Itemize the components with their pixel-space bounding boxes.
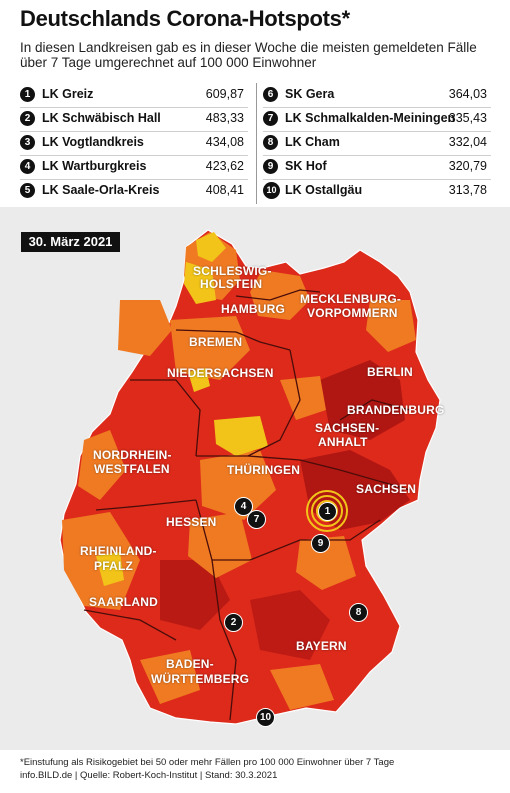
district-name: LK Schwäbisch Hall	[42, 111, 161, 125]
rank-badge: 8	[263, 135, 278, 150]
state-label-nordrhein: NORDRHEIN-	[93, 448, 172, 462]
ranking-item: 5 LK Saale-Orla-Kreis 408,41	[20, 179, 248, 203]
hotspot-marker-7: 7	[247, 510, 266, 529]
orange-region	[270, 664, 334, 710]
ranking-item: 4 LK Wartburgkreis 423,62	[20, 155, 248, 180]
rank-badge: 6	[263, 87, 278, 102]
state-label-bayern: BAYERN	[296, 639, 347, 653]
state-label-brandenburg: BRANDENBURG	[347, 403, 445, 417]
district-name: SK Gera	[285, 87, 335, 101]
ranking-item: 9 SK Hof 320,79	[263, 155, 491, 180]
district-name: SK Hof	[285, 159, 327, 173]
rank-badge: 2	[20, 111, 35, 126]
state-label-mecklenburg: MECKLENBURG-	[300, 292, 402, 306]
column-divider	[256, 83, 257, 204]
district-name: LK Saale-Orla-Kreis	[42, 183, 160, 197]
state-label-baden: BADEN-	[166, 657, 214, 671]
dark-region	[160, 560, 230, 630]
orange-region	[140, 650, 200, 704]
incidence-value: 408,41	[205, 183, 244, 197]
map-panel: 30. März 2021 SCHLESWIG- HOLSTEIN HAMBUR…	[0, 207, 510, 750]
hotspot-rings	[306, 490, 348, 532]
district-name: LK Schmalkalden-Meiningen	[285, 111, 456, 125]
orange-region	[118, 300, 172, 356]
state-label-bremen: BREMEN	[189, 335, 243, 349]
ranking-item: 10 LK Ostallgäu 313,78	[263, 179, 491, 203]
ranking-item: 3 LK Vogtlandkreis 434,08	[20, 131, 248, 156]
incidence-value: 434,08	[205, 135, 244, 149]
ranking-item: 6 SK Gera 364,03	[263, 83, 491, 108]
orange-region	[250, 270, 310, 320]
yellow-region	[214, 416, 268, 456]
ranking-item: 2 LK Schwäbisch Hall 483,33	[20, 107, 248, 132]
incidence-value: 320,79	[448, 159, 487, 173]
footnote: *Einstufung als Risikogebiet bei 50 oder…	[20, 757, 395, 768]
hotspot-marker-10: 10	[256, 708, 275, 727]
state-label-wuerttemberg: WÜRTTEMBERG	[151, 672, 250, 686]
rank-badge: 7	[263, 111, 278, 126]
hotspot-marker-8: 8	[349, 603, 368, 622]
rank-badge: 4	[20, 159, 35, 174]
yellow-region	[184, 262, 216, 304]
dark-region	[250, 590, 330, 660]
rank-badge: 5	[20, 183, 35, 198]
district-name: LK Cham	[285, 135, 340, 149]
state-label-vorpommern: VORPOMMERN	[307, 306, 398, 320]
hotspot-marker-4: 4	[234, 497, 253, 516]
district-name: LK Greiz	[42, 87, 94, 101]
incidence-value: 423,62	[205, 159, 244, 173]
dark-region	[320, 360, 405, 440]
ranking-item: 1 LK Greiz 609,87	[20, 83, 248, 108]
yellow-region	[96, 552, 124, 586]
orange-region	[280, 376, 326, 420]
state-label-rheinland: RHEINLAND-	[80, 544, 157, 558]
state-label-berlin: BERLIN	[367, 365, 413, 379]
yellow-region	[196, 232, 226, 262]
page-title: Deutschlands Corona-Hotspots*	[20, 6, 350, 31]
hotspot-marker-9: 9	[311, 534, 330, 553]
orange-region	[78, 430, 126, 500]
incidence-value: 609,87	[205, 87, 244, 101]
ranking-item: 7 LK Schmalkalden-Meiningen 335,43	[263, 107, 491, 132]
date-badge: 30. März 2021	[21, 232, 120, 252]
orange-region	[200, 450, 276, 520]
rank-badge: 1	[20, 87, 35, 102]
orange-region	[296, 536, 356, 590]
state-label-westfalen: WESTFALEN	[94, 462, 170, 476]
subtitle: In diesen Landkreisen gab es in dieser W…	[20, 40, 477, 70]
orange-region	[366, 300, 416, 352]
rank-badge: 9	[263, 159, 278, 174]
germany-map	[59, 229, 441, 725]
incidence-value: 313,78	[448, 183, 487, 197]
district-name: LK Vogtlandkreis	[42, 135, 144, 149]
state-label-niedersachsen: NIEDERSACHSEN	[167, 366, 274, 380]
incidence-value: 483,33	[205, 111, 244, 125]
hotspot-marker-1: 1	[318, 502, 337, 521]
state-label-holstein: HOLSTEIN	[200, 277, 263, 291]
incidence-value: 335,43	[448, 111, 487, 125]
state-label-sachsen-anhalt: SACHSEN-	[315, 421, 380, 435]
ranking-item: 8 LK Cham 332,04	[263, 131, 491, 156]
incidence-value: 364,03	[448, 87, 487, 101]
state-label-pfalz: PFALZ	[94, 559, 133, 573]
state-label-sachsen: SACHSEN	[356, 482, 417, 496]
incidence-value: 332,04	[448, 135, 487, 149]
source-line: info.BILD.de | Quelle: Robert-Koch-Insti…	[20, 770, 278, 781]
state-label-schleswig: SCHLESWIG-	[193, 264, 272, 278]
rank-badge: 3	[20, 135, 35, 150]
rank-badge: 10	[263, 182, 280, 199]
state-label-saarland: SAARLAND	[89, 595, 158, 609]
district-name: LK Ostallgäu	[285, 183, 363, 197]
state-label-hessen: HESSEN	[166, 515, 217, 529]
yellow-region	[188, 368, 210, 392]
state-label-hamburg: HAMBURG	[221, 302, 286, 316]
state-label-anhalt: ANHALT	[318, 435, 368, 449]
hotspot-marker-2: 2	[224, 613, 243, 632]
header: Deutschlands Corona-Hotspots* In diesen …	[0, 0, 510, 207]
district-name: LK Wartburgkreis	[42, 159, 147, 173]
state-label-thueringen: THÜRINGEN	[227, 463, 301, 477]
